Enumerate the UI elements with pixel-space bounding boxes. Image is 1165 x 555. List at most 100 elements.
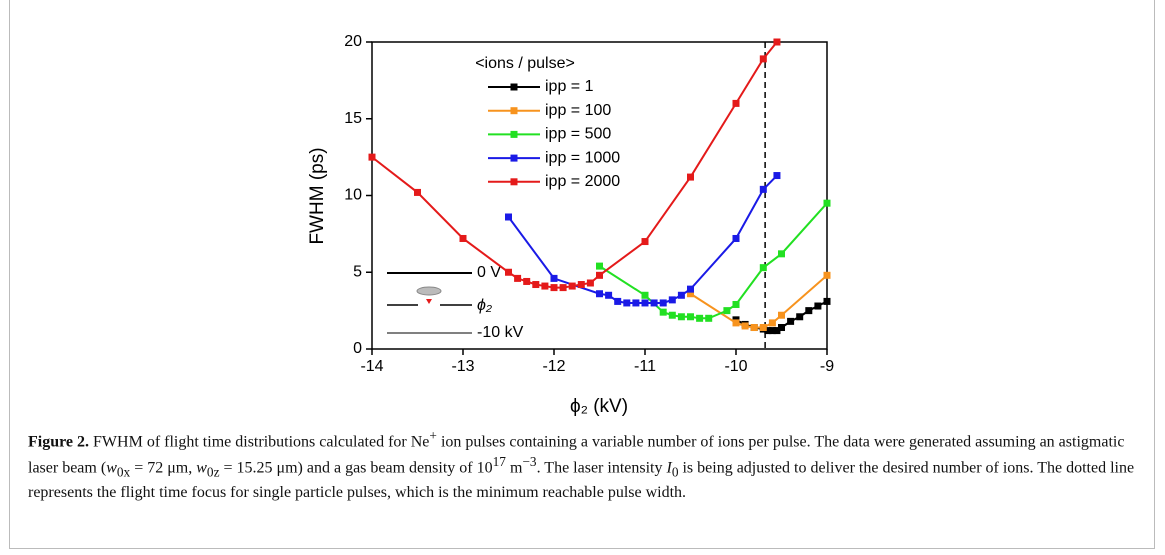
caption-text: 0 — [671, 464, 679, 480]
data-point — [705, 314, 713, 322]
data-point — [787, 317, 795, 325]
data-point — [596, 271, 603, 279]
data-point — [687, 313, 694, 321]
data-point — [778, 324, 785, 332]
data-point — [759, 185, 767, 193]
data-point — [677, 313, 685, 321]
data-point — [668, 311, 676, 319]
data-point — [459, 234, 467, 242]
caption-text: 17 — [492, 454, 506, 470]
data-point — [687, 173, 694, 181]
legend-label: ipp = 1 — [545, 78, 594, 95]
gas-jet — [416, 286, 442, 296]
data-point — [368, 153, 376, 161]
data-point — [559, 284, 567, 292]
data-point — [577, 281, 585, 289]
y-tick-label: 0 — [353, 340, 362, 357]
data-point — [768, 319, 776, 327]
caption-text: = 15.25 μm) and a gas beam density of 10 — [219, 459, 493, 477]
data-point — [550, 274, 558, 282]
data-point — [659, 308, 667, 316]
data-point — [532, 281, 540, 289]
y-tick-label: 20 — [344, 33, 362, 50]
chart: ϕ₂ (kV) FWHM (ps) <ions / pulse> 0 V ϕ₂ … — [307, 33, 834, 417]
data-point — [723, 307, 731, 315]
data-point — [523, 277, 531, 285]
caption-text: 0x — [116, 464, 131, 480]
data-point — [805, 307, 813, 315]
data-point — [568, 282, 576, 290]
data-point — [687, 285, 694, 293]
legend-label: ipp = 100 — [545, 102, 611, 119]
data-point — [550, 284, 558, 292]
data-point — [596, 290, 603, 298]
x-tick-label: -11 — [634, 358, 656, 375]
data-point — [596, 262, 603, 270]
inset-label: 0 V — [477, 264, 501, 281]
caption-text: is being adjusted to deliver the desired… — [28, 459, 1135, 501]
legend-label: ipp = 2000 — [545, 173, 620, 190]
legend-marker — [510, 154, 518, 162]
data-point — [764, 327, 772, 335]
data-point — [732, 234, 740, 242]
inset-label: -10 kV — [477, 324, 524, 341]
data-point — [796, 313, 804, 321]
caption-text: + — [429, 428, 437, 443]
y-tick-label: 5 — [353, 263, 362, 280]
data-point — [650, 299, 658, 307]
caption-text: −3 — [522, 454, 537, 470]
data-point — [732, 319, 740, 327]
data-point — [773, 172, 781, 180]
data-point — [541, 282, 549, 290]
y-tick-label: 15 — [344, 110, 362, 127]
data-point — [505, 268, 512, 276]
data-point — [696, 314, 704, 322]
caption-text: m — [505, 459, 523, 477]
data-point — [732, 300, 740, 308]
legend-marker — [510, 178, 518, 186]
data-point — [823, 297, 831, 305]
data-point — [668, 296, 676, 304]
data-point — [778, 311, 785, 319]
data-point — [814, 302, 822, 310]
legend-label: ipp = 500 — [545, 126, 611, 143]
caption: Figure 2. FWHM of flight time distributi… — [28, 426, 1143, 503]
data-point — [641, 299, 649, 307]
x-axis-label: ϕ₂ (kV) — [570, 396, 628, 417]
caption-text: ion pulses containing a variable number … — [28, 433, 1125, 477]
legend-title: <ions / pulse> — [475, 55, 575, 72]
caption-text: w — [196, 459, 207, 477]
legend-marker — [510, 130, 518, 138]
data-point — [605, 291, 613, 299]
figure-frame — [9, 0, 1155, 549]
x-tick-label: -12 — [542, 358, 565, 375]
data-point — [505, 213, 512, 221]
data-point — [641, 291, 649, 299]
data-point — [687, 290, 694, 298]
caption-text: 0z — [206, 464, 220, 480]
x-tick-label: -10 — [724, 358, 747, 375]
data-point — [773, 38, 781, 46]
inset-schematic: 0 V ϕ₂ -10 kV — [387, 264, 524, 341]
data-point — [623, 299, 631, 307]
caption-text: w — [106, 459, 117, 477]
legend-marker — [510, 107, 518, 115]
series-line — [507, 174, 778, 304]
legend-label: ipp = 1000 — [545, 149, 620, 166]
data-point — [741, 322, 749, 330]
x-tick-label: -14 — [360, 358, 383, 375]
x-tick-label: -9 — [820, 358, 834, 375]
data-point — [414, 188, 421, 196]
data-point — [586, 279, 594, 287]
caption-text: . The laser intensity — [536, 459, 667, 477]
data-point — [659, 299, 667, 307]
y-axis-label: FWHM (ps) — [307, 147, 328, 244]
y-tick-label: 10 — [344, 187, 362, 204]
data-point — [759, 264, 767, 272]
caption-text: FWHM of flight time distributions calcul… — [89, 433, 430, 451]
data-point — [614, 297, 622, 305]
data-point — [641, 238, 649, 246]
x-tick-label: -13 — [451, 358, 474, 375]
data-point — [778, 250, 785, 258]
